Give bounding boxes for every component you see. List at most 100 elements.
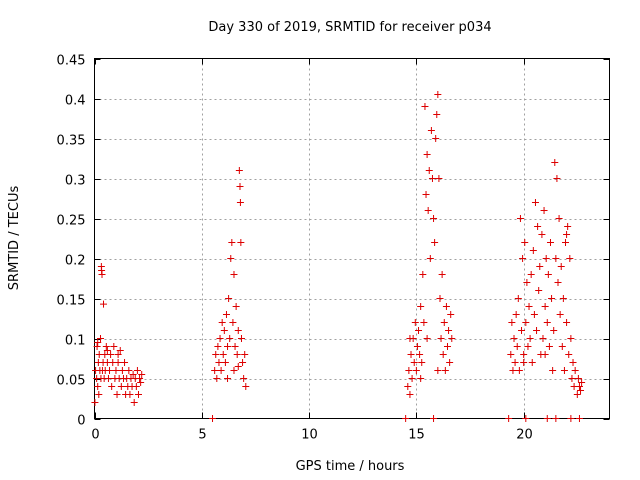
data-point (526, 335, 534, 342)
data-point (102, 343, 110, 350)
data-point (560, 367, 568, 374)
data-point (416, 351, 424, 358)
data-point (520, 351, 528, 358)
data-point (423, 335, 431, 342)
data-point (431, 239, 439, 246)
data-point (554, 279, 562, 286)
data-point (106, 367, 114, 374)
data-point (402, 415, 410, 422)
data-point (209, 415, 217, 422)
data-point (516, 215, 524, 222)
data-point (509, 367, 517, 374)
y-tick-label: 0.1 (65, 334, 86, 349)
data-point (212, 351, 220, 358)
data-point (533, 327, 541, 334)
data-point (133, 367, 141, 374)
data-point (230, 367, 238, 374)
y-tick-label: 0.25 (57, 214, 86, 229)
data-point (531, 199, 539, 206)
y-tick-label: 0.15 (57, 294, 86, 309)
data-point (529, 247, 537, 254)
data-point (408, 375, 416, 382)
data-point (521, 239, 529, 246)
data-point (407, 351, 415, 358)
data-point (94, 339, 102, 346)
data-point (577, 387, 585, 394)
data-point (518, 327, 526, 334)
data-point (411, 319, 419, 326)
data-point (540, 207, 548, 214)
x-tick-label: 5 (198, 428, 206, 443)
data-point (510, 335, 518, 342)
data-point (117, 383, 125, 390)
data-point (241, 351, 249, 358)
data-point (505, 415, 513, 422)
data-point (441, 367, 449, 374)
data-point (528, 359, 536, 366)
data-point (220, 327, 228, 334)
data-point (438, 271, 446, 278)
data-point (541, 351, 549, 358)
y-tick-label: 0.3 (65, 174, 86, 189)
plot-frame (94, 58, 610, 419)
data-point (225, 295, 233, 302)
data-point (557, 263, 565, 270)
data-point (508, 319, 516, 326)
x-tick-label: 20 (516, 428, 533, 443)
data-point (216, 335, 224, 342)
data-point (513, 343, 521, 350)
grid-lines (94, 58, 610, 419)
data-point (575, 383, 583, 390)
data-point (240, 375, 248, 382)
data-point (235, 167, 243, 174)
data-point (232, 303, 240, 310)
data-point (134, 391, 142, 398)
y-tick-label: 0.4 (65, 94, 86, 109)
data-point (91, 399, 99, 406)
data-point (217, 367, 225, 374)
data-point (519, 255, 527, 262)
data-point (110, 343, 118, 350)
data-point (214, 343, 222, 350)
data-point (445, 327, 453, 334)
data-point (446, 359, 454, 366)
data-point (543, 319, 551, 326)
data-point (433, 111, 441, 118)
y-tick-label: 0.45 (57, 54, 86, 69)
data-point (97, 335, 105, 342)
data-point (95, 391, 103, 398)
data-point (424, 207, 432, 214)
data-point (413, 343, 421, 350)
x-tick-label: 15 (408, 428, 425, 443)
data-point (406, 335, 414, 342)
data-point (530, 311, 538, 318)
data-point (129, 371, 137, 378)
data-point (404, 383, 412, 390)
y-tick-label: 0.2 (65, 254, 86, 269)
data-point (559, 295, 567, 302)
data-point (130, 399, 138, 406)
data-point (549, 367, 557, 374)
data-point (136, 375, 144, 382)
data-point (545, 343, 553, 350)
data-point (242, 383, 250, 390)
data-point (527, 271, 535, 278)
data-point (439, 351, 447, 358)
data-point (442, 303, 450, 310)
data-point (236, 199, 244, 206)
data-point (114, 359, 122, 366)
data-point (137, 379, 145, 386)
data-point (112, 367, 120, 374)
data-point (231, 343, 239, 350)
data-point (435, 175, 443, 182)
data-point (224, 375, 232, 382)
data-point (417, 375, 425, 382)
data-point (525, 303, 533, 310)
x-tick-label: 10 (301, 428, 318, 443)
data-point (229, 319, 237, 326)
data-point (230, 271, 238, 278)
data-point (565, 351, 573, 358)
data-point (569, 359, 577, 366)
data-point (405, 367, 413, 374)
